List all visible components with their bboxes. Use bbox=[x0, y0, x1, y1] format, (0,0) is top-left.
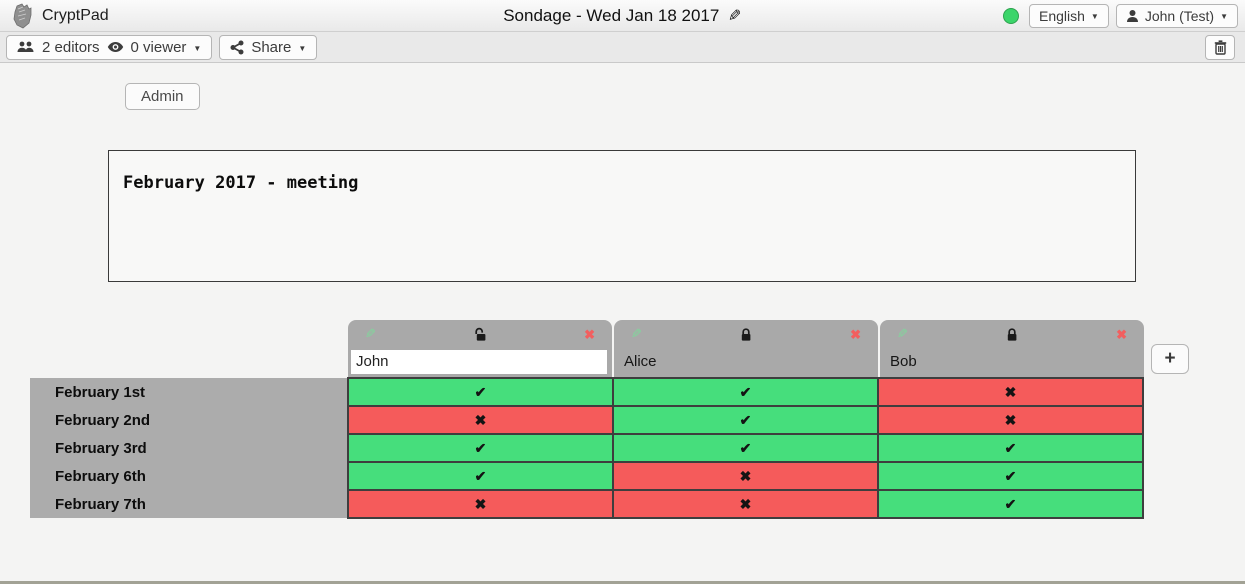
poll-cell-no[interactable]: ✖ bbox=[877, 405, 1144, 435]
app-name: CryptPad bbox=[42, 6, 109, 24]
poll-cell-yes[interactable]: ✔ bbox=[877, 461, 1144, 491]
users-icon bbox=[17, 40, 35, 54]
add-column-button[interactable]: + bbox=[1151, 344, 1189, 374]
action-toolbar-left: 2 editors 0 viewer ▼ bbox=[6, 34, 318, 60]
column-controls: ✎ ✖ bbox=[614, 320, 878, 346]
poll-cell-yes[interactable]: ✔ bbox=[612, 433, 879, 463]
user-icon bbox=[1126, 9, 1139, 23]
poll-cell-yes[interactable]: ✔ bbox=[347, 377, 614, 407]
userlist-dropdown[interactable]: 2 editors 0 viewer ▼ bbox=[6, 34, 213, 60]
column-header-bob: ✎ ✖ Bob bbox=[880, 320, 1144, 377]
column-header-john: ✎ ✖ bbox=[348, 320, 612, 377]
poll-cell-yes[interactable]: ✔ bbox=[612, 377, 879, 407]
share-dropdown[interactable]: Share ▼ bbox=[219, 34, 318, 60]
poll-page: Admin February 2017 - meeting ✎ ✖ bbox=[0, 63, 1245, 581]
poll-cell-no[interactable]: ✖ bbox=[877, 377, 1144, 407]
poll-cell-no[interactable]: ✖ bbox=[612, 461, 879, 491]
row-label: February 2nd bbox=[30, 406, 348, 434]
poll-cell-yes[interactable]: ✔ bbox=[877, 433, 1144, 463]
poll-cell-no[interactable]: ✖ bbox=[347, 405, 614, 435]
poll-cell-no[interactable]: ✖ bbox=[612, 489, 879, 519]
poll-cell-yes[interactable]: ✔ bbox=[612, 405, 879, 435]
fist-logo-icon bbox=[10, 3, 34, 29]
poll-column-headers: ✎ ✖ ✎ bbox=[348, 320, 1144, 377]
column-controls: ✎ ✖ bbox=[880, 320, 1144, 346]
column-header-alice: ✎ ✖ Alice bbox=[614, 320, 878, 377]
eye-icon bbox=[107, 41, 124, 53]
row-label: February 7th bbox=[30, 490, 348, 518]
lock-icon[interactable] bbox=[738, 327, 754, 342]
poll-row: February 3rd ✔ ✔ ✔ bbox=[30, 433, 1144, 463]
edit-column-icon[interactable]: ✎ bbox=[897, 326, 908, 341]
topbar-right: English ▼ John (Test) ▼ bbox=[1002, 0, 1238, 32]
viewers-count-label: 0 viewer bbox=[130, 38, 187, 56]
column-name-row: Bob bbox=[880, 346, 1144, 377]
cryptpad-logo-link[interactable]: CryptPad bbox=[10, 3, 109, 29]
editors-count-label: 2 editors bbox=[42, 38, 100, 56]
edit-column-icon[interactable]: ✎ bbox=[631, 326, 642, 341]
lock-icon[interactable] bbox=[1004, 327, 1020, 342]
poll-row: February 7th ✖ ✖ ✔ bbox=[30, 489, 1144, 519]
poll-body: February 1st ✔ ✔ ✖ February 2nd ✖ ✔ ✖ February 3… bbox=[30, 377, 1144, 519]
chevron-down-icon: ▼ bbox=[298, 43, 307, 53]
poll-cell-yes[interactable]: ✔ bbox=[347, 461, 614, 491]
poll-row: February 6th ✔ ✖ ✔ bbox=[30, 461, 1144, 491]
poll-cell-yes[interactable]: ✔ bbox=[347, 433, 614, 463]
language-dropdown[interactable]: English ▼ bbox=[1028, 4, 1109, 28]
language-label: English bbox=[1038, 8, 1085, 24]
poll-table: February 1st ✔ ✔ ✖ February 2nd ✖ ✔ ✖ February 3… bbox=[30, 377, 1144, 519]
connection-status-dot bbox=[1002, 8, 1019, 24]
document-title: Sondage - Wed Jan 18 2017 bbox=[503, 6, 720, 25]
chevron-down-icon: ▼ bbox=[1220, 12, 1228, 21]
column-name-row bbox=[348, 346, 612, 377]
unlock-icon[interactable] bbox=[472, 327, 488, 342]
column-name-input[interactable] bbox=[351, 349, 607, 374]
poll-table-area: ✎ ✖ ✎ bbox=[30, 320, 1189, 519]
edit-column-icon[interactable]: ✎ bbox=[365, 326, 376, 341]
row-label: February 1st bbox=[30, 378, 348, 406]
chevron-down-icon: ▼ bbox=[193, 43, 202, 53]
poll-row: February 1st ✔ ✔ ✖ bbox=[30, 377, 1144, 407]
remove-column-icon[interactable]: ✖ bbox=[1116, 326, 1127, 342]
action-toolbar: 2 editors 0 viewer ▼ bbox=[0, 32, 1245, 63]
user-name-label: John (Test) bbox=[1144, 8, 1215, 24]
chevron-down-icon: ▼ bbox=[1090, 12, 1099, 21]
remove-column-icon[interactable]: ✖ bbox=[850, 326, 861, 342]
trash-button[interactable] bbox=[1205, 35, 1235, 60]
share-label: Share bbox=[251, 38, 292, 56]
remove-column-icon[interactable]: ✖ bbox=[584, 326, 595, 342]
top-toolbar: CryptPad Sondage - Wed Jan 18 2017 ✎ Eng… bbox=[0, 0, 1245, 32]
poll-cell-no[interactable]: ✖ bbox=[347, 489, 614, 519]
poll-row: February 2nd ✖ ✔ ✖ bbox=[30, 405, 1144, 435]
column-name-label: Bob bbox=[890, 353, 917, 370]
description-editor[interactable]: February 2017 - meeting bbox=[108, 150, 1136, 282]
column-name-row: Alice bbox=[614, 346, 878, 377]
edit-title-icon[interactable]: ✎ bbox=[728, 8, 742, 25]
row-label: February 3rd bbox=[30, 434, 348, 462]
row-label: February 6th bbox=[30, 462, 348, 490]
poll-cell-yes[interactable]: ✔ bbox=[877, 489, 1144, 519]
column-name-label: Alice bbox=[624, 353, 657, 370]
column-controls: ✎ ✖ bbox=[348, 320, 612, 346]
user-menu-dropdown[interactable]: John (Test) ▼ bbox=[1115, 4, 1238, 28]
share-icon bbox=[230, 40, 244, 55]
admin-button[interactable]: Admin bbox=[125, 83, 200, 110]
trash-icon bbox=[1214, 40, 1227, 55]
